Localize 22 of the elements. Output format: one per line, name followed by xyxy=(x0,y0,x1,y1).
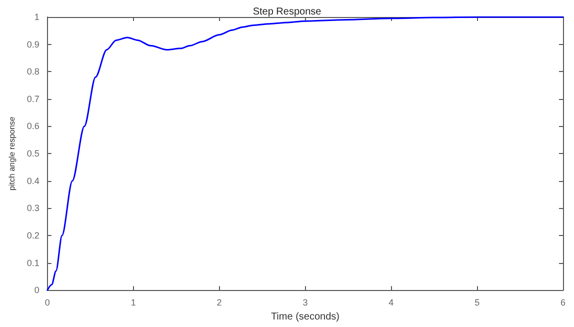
y-tick-label: 0.5 xyxy=(26,148,40,159)
x-tick-label: 6 xyxy=(560,298,566,308)
x-tick-label: 1 xyxy=(130,298,136,308)
y-tick-label: 0.2 xyxy=(26,230,40,240)
y-axis-title: pitch angle response xyxy=(8,116,16,190)
x-tick-label: 4 xyxy=(388,298,394,308)
y-tick-label: 0.9 xyxy=(26,39,40,50)
y-tick-label: 0.1 xyxy=(26,258,40,268)
line-series xyxy=(46,16,564,291)
y-tick-label: 0.8 xyxy=(26,66,40,77)
y-tick-label: 0.3 xyxy=(26,203,40,214)
y-tick-label: 0.6 xyxy=(26,121,40,132)
x-tick-label: 5 xyxy=(474,298,480,308)
y-tick-label: 0.4 xyxy=(26,176,40,186)
y-tick-label: 0.7 xyxy=(26,94,40,104)
x-tick-label: 0 xyxy=(44,298,50,308)
x-axis-title: Time (seconds) xyxy=(270,312,340,322)
x-tick-label: 2 xyxy=(216,298,222,308)
chart-title: Step Response xyxy=(252,6,322,18)
y-tick-label: 1 xyxy=(34,12,40,22)
x-tick-label: 3 xyxy=(302,298,308,308)
y-tick-label: 0 xyxy=(34,285,40,296)
